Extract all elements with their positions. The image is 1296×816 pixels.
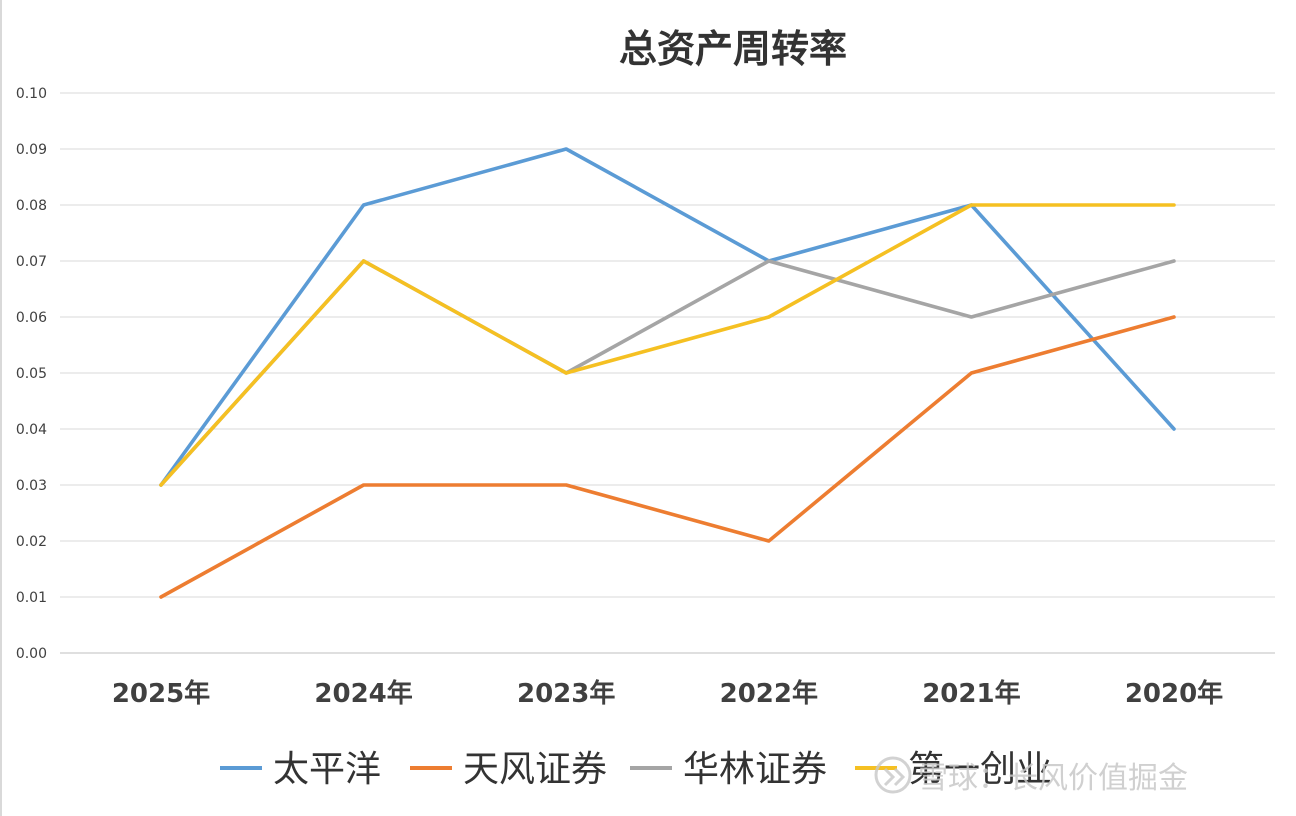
y-tick-label: 0.06 [16,310,47,326]
series-lines [159,147,1176,599]
legend-label: 第一创业 [908,749,1052,790]
series-line [159,315,1176,599]
y-tick-label: 0.10 [16,86,47,102]
watermark: 雪球：长风价值掘金 [874,756,1188,796]
series-line [159,147,1176,487]
x-tick-label: 2020年 [1125,678,1223,709]
chart-frame-edge [0,0,2,816]
y-tick-label: 0.08 [16,198,47,214]
y-tick-label: 0.01 [16,590,47,606]
x-tick-label: 2024年 [314,678,412,709]
legend-label: 华林证券 [683,749,827,790]
chart-title: 总资产周转率 [619,26,847,71]
y-tick-label: 0.05 [16,366,47,382]
x-tick-label: 2023年 [517,678,615,709]
y-tick-label: 0.04 [16,422,47,438]
y-tick-label: 0.03 [16,478,47,494]
legend: 太平洋 天风证券 华林证券 第一创业 [220,749,1052,790]
y-tick-label: 0.07 [16,254,47,270]
snowball-logo-icon [874,756,912,794]
series-line [159,203,1176,487]
legend-label: 太平洋 [273,749,381,790]
y-tick-label: 0.02 [16,534,47,550]
y-tick-label: 0.09 [16,142,47,158]
y-tick-label: 0.00 [16,646,47,662]
x-tick-label: 2021年 [922,678,1020,709]
watermark-text: 雪球：长风价值掘金 [918,761,1188,796]
x-axis-tick-labels: 2025年 2024年 2023年 2022年 2021年 2020年 [112,678,1223,709]
x-tick-label: 2022年 [720,678,818,709]
legend-label: 天风证券 [463,749,607,790]
x-tick-label: 2025年 [112,678,210,709]
y-axis-tick-labels: 0.00 0.01 0.02 0.03 0.04 0.05 0.06 0.07 0.08 0.09… [16,86,47,662]
